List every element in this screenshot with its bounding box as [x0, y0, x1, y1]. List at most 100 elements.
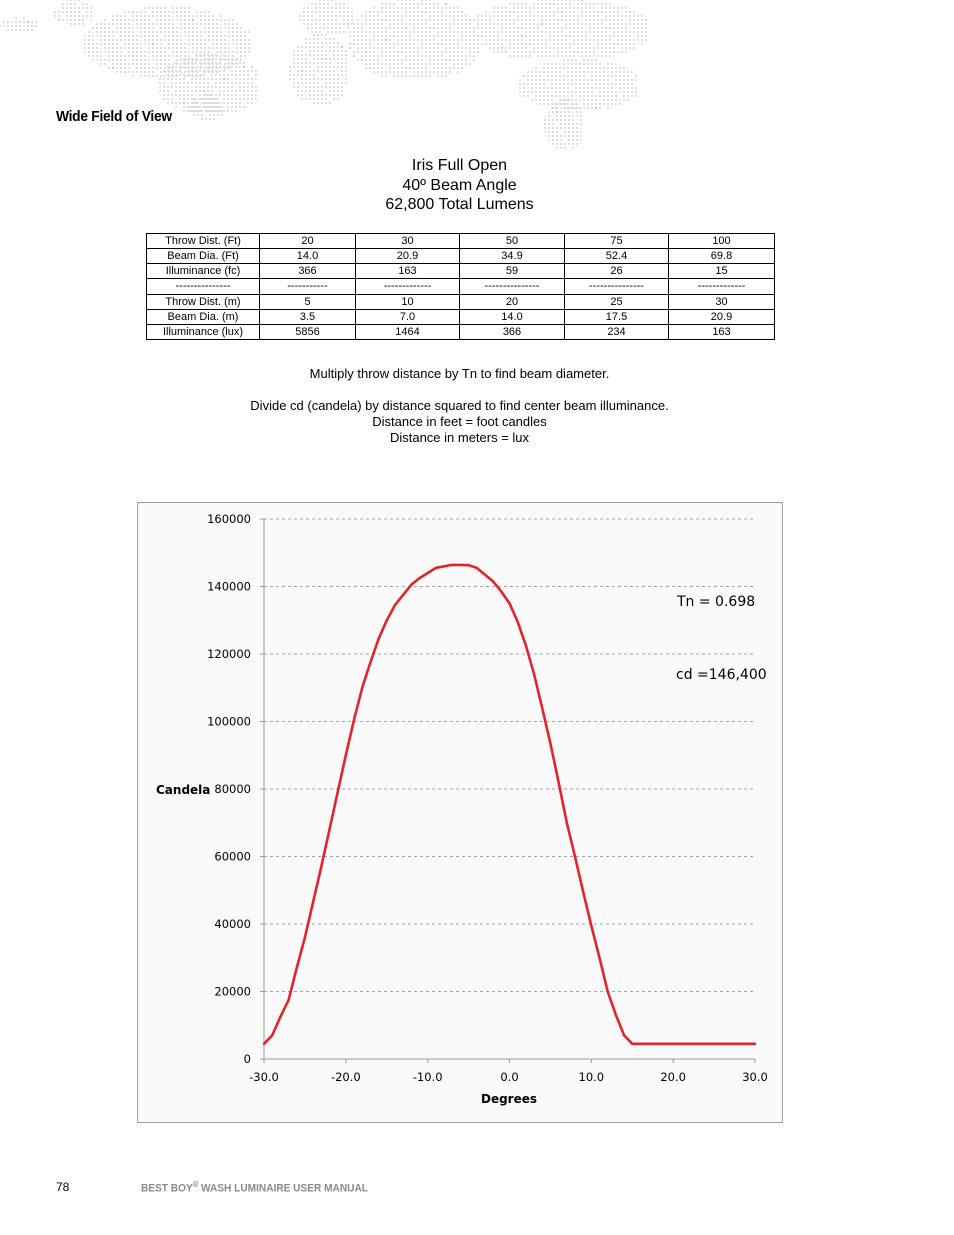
data-point	[344, 754, 348, 757]
data-point	[573, 855, 577, 858]
data-point	[500, 590, 503, 593]
chart-heading: Iris Full Open 40º Beam Angle 62,800 Tot…	[0, 156, 919, 215]
data-point	[541, 706, 544, 710]
y-tick-label: 20000	[214, 985, 251, 999]
table-row-label: Beam Dia. (Ft)	[146, 248, 260, 264]
note-divide: Divide cd (candela) by distance squared …	[250, 398, 669, 413]
registered-mark: ®	[192, 1180, 199, 1189]
data-point	[737, 1042, 740, 1046]
note-multiply: Multiply throw distance by Tn to find be…	[309, 366, 610, 381]
data-point	[369, 661, 372, 664]
table-row-label: Illuminance (fc)	[146, 263, 260, 279]
y-tick-label: 100000	[207, 715, 251, 729]
footer-brand: BEST BOY	[141, 1182, 193, 1195]
data-point	[328, 828, 331, 831]
table-cell: 75	[564, 233, 669, 249]
data-point	[434, 566, 438, 570]
data-point	[745, 1042, 749, 1046]
data-point	[696, 1042, 699, 1046]
data-point	[426, 571, 429, 575]
candela-chart-svg: 0 20000 40000 60000 80000 100000 120000 140000 1…	[156, 512, 768, 1106]
table-separator-row: --------------- ----------- ------------- -…	[146, 278, 775, 295]
table-row-label: ---------------	[146, 278, 260, 295]
table-cell: 234	[564, 324, 669, 340]
data-point	[459, 563, 462, 567]
x-tick-label: 20.0	[660, 1070, 686, 1084]
heading-beam-angle: 40º Beam Angle	[402, 176, 517, 194]
table-cell: 163	[355, 263, 460, 279]
x-axis-title: Degrees	[481, 1092, 537, 1106]
candela-curve	[263, 563, 755, 1046]
data-point	[508, 602, 511, 605]
x-tick-label: 10.0	[579, 1070, 605, 1084]
table-cell: 1464	[355, 324, 460, 340]
data-point	[663, 1042, 667, 1046]
data-point	[410, 583, 413, 587]
x-tick-label: -10.0	[413, 1070, 443, 1084]
data-point	[361, 686, 364, 689]
data-point	[483, 573, 487, 576]
table-cell: 15	[668, 263, 775, 279]
table-row: Illuminance (lux) 5856 1464 366 234 163	[146, 324, 775, 340]
table-cell: 366	[459, 324, 565, 340]
data-point	[393, 603, 397, 607]
table-cell: 100	[668, 233, 775, 249]
table-cell: 20	[259, 233, 356, 249]
data-point	[721, 1042, 724, 1046]
table-cell: 52.4	[564, 248, 669, 264]
data-point	[311, 900, 315, 904]
note-feet: Distance in feet = foot candles	[372, 414, 547, 429]
table-cell: -------------	[668, 278, 775, 295]
table-cell: -------------	[355, 278, 460, 295]
data-point	[606, 990, 609, 993]
table-cell: -----------	[259, 278, 356, 295]
table-cell: 7.0	[355, 309, 460, 325]
table-row-label: Illuminance (lux)	[146, 324, 260, 340]
table-cell: 69.8	[668, 248, 775, 264]
data-point	[475, 566, 478, 570]
table-cell: 34.9	[459, 248, 565, 264]
table-cell: 30	[668, 294, 775, 310]
data-point	[729, 1042, 732, 1046]
section-title: Wide Field of View	[56, 108, 172, 125]
annotation-cd: cd =146,400	[676, 667, 767, 683]
data-point	[688, 1042, 691, 1046]
data-point	[385, 619, 388, 622]
data-point	[467, 564, 470, 567]
data-point	[377, 637, 380, 641]
data-point	[491, 580, 495, 583]
data-point	[442, 565, 446, 568]
data-point	[549, 742, 552, 745]
y-tick-label: 0	[244, 1052, 251, 1066]
table-cell: 20	[459, 294, 565, 310]
data-point	[680, 1042, 683, 1046]
table-row-label: Throw Dist. (m)	[146, 294, 260, 310]
data-point	[557, 781, 560, 784]
data-point	[614, 1013, 618, 1017]
data-point	[581, 890, 585, 894]
data-point	[320, 865, 323, 868]
data-point	[287, 998, 290, 1002]
heading-lumens: 62,800 Total Lumens	[385, 196, 534, 213]
y-tick-label: 140000	[207, 580, 251, 594]
table-row: Beam Dia. (Ft) 14.0 20.9 34.9 52.4 69.8	[146, 248, 775, 264]
footer-manual-title: BEST BOY® WASH LUMINAIRE USER MANUAL	[141, 1180, 368, 1195]
data-point	[631, 1042, 634, 1046]
table-cell: ---------------	[564, 278, 669, 295]
annotation-tn: Tn = 0.698	[676, 594, 755, 610]
data-point	[671, 1042, 675, 1046]
note-meters: Distance in meters = lux	[389, 430, 530, 445]
y-tick-label: 40000	[214, 917, 251, 931]
data-point	[524, 644, 528, 647]
data-point	[590, 924, 593, 927]
table-row-label: Throw Dist. (Ft)	[146, 233, 260, 249]
y-tick-label: 120000	[207, 647, 251, 661]
data-point	[352, 718, 356, 722]
table-row-label: Beam Dia. (m)	[146, 309, 260, 325]
heading-iris: Iris Full Open	[411, 157, 508, 174]
table-row: Throw Dist. (m) 5 10 20 25 30	[146, 294, 775, 310]
table-cell: 163	[668, 324, 775, 340]
y-tick-label: 80000	[214, 782, 251, 796]
table-cell: 366	[259, 263, 356, 279]
data-point	[712, 1042, 716, 1046]
